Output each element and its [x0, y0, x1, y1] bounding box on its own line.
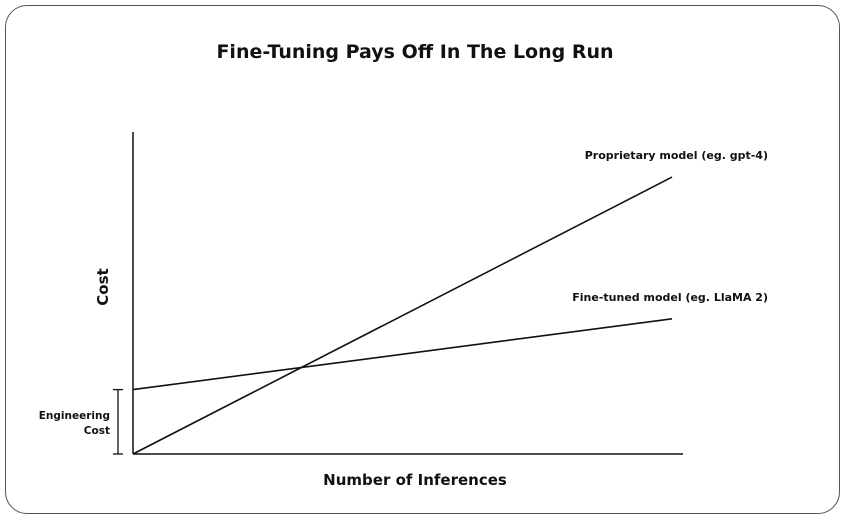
x-axis-label: Number of Inferences	[323, 471, 507, 489]
series-line-2	[132, 318, 673, 391]
chart-frame	[5, 5, 840, 514]
engineering-cost-label-line2: Cost	[84, 425, 110, 437]
series-layer: Proprietary model (eg. gpt-4) Fine-tuned …	[132, 149, 768, 455]
series-line-1	[132, 176, 673, 455]
annotation-layer: Engineering Cost	[39, 388, 123, 455]
engineering-cost-label-line1: Engineering	[39, 410, 110, 422]
series-label-1: Proprietary model (eg. gpt-4)	[585, 149, 768, 162]
chart-title: Fine-Tuning Pays Off In The Long Run	[216, 41, 613, 63]
y-axis-label: Cost	[94, 268, 112, 305]
series-label-2: Fine-tuned model (eg. LlaMA 2)	[572, 291, 768, 304]
